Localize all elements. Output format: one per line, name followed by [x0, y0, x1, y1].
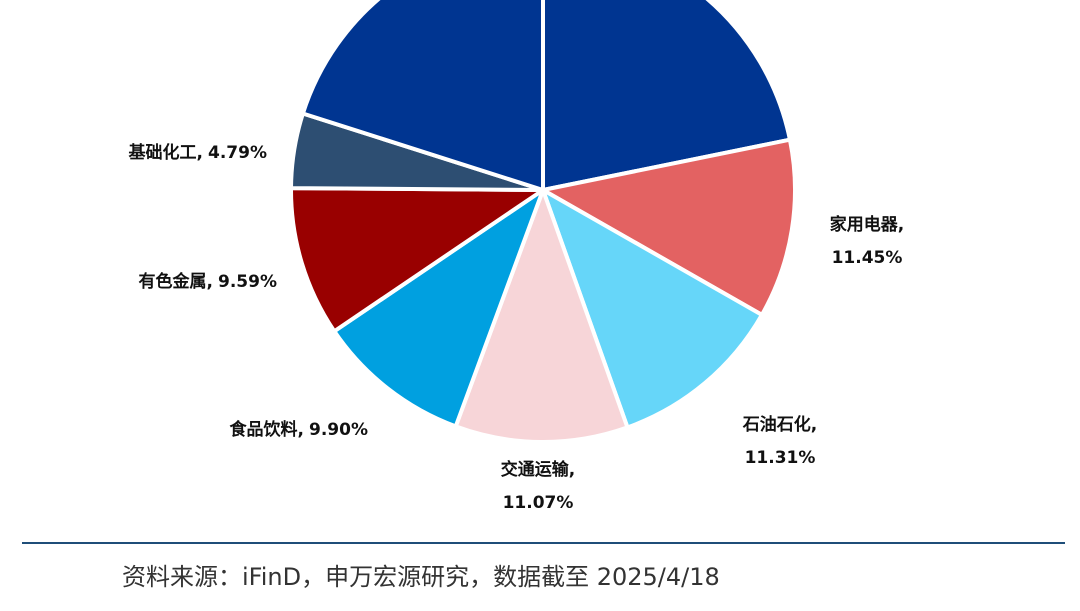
- slice-label-group: 有色金属, 9.59%: [139, 271, 277, 292]
- slice-value-label: 9.59%: [218, 272, 277, 292]
- slice-label: 交通运输,: [501, 459, 575, 480]
- pie: [289, 0, 797, 444]
- slice-label: 家用电器,: [830, 214, 904, 235]
- slice-value-label: 11.07%: [503, 493, 574, 513]
- slice-label-group: 食品饮料, 9.90%: [230, 419, 368, 440]
- slice-label: 有色金属,: [139, 271, 213, 292]
- pie-slice: [332, 188, 545, 429]
- pie-slice: [541, 0, 792, 192]
- slice-label: 基础化工,: [128, 142, 203, 163]
- pie-slice: [541, 137, 797, 317]
- pie-slice: [453, 188, 630, 444]
- slice-label-group: 基础化工, 4.79%: [128, 142, 267, 163]
- pie-slice: [541, 188, 764, 430]
- source-note: 资料来源：iFinD，申万宏源研究，数据截至 2025/4/18: [122, 563, 720, 591]
- slice-label: 石油石化,: [742, 414, 817, 435]
- slice-value-label: 11.45%: [832, 248, 903, 268]
- slice-label: 食品饮料,: [230, 419, 304, 440]
- pie-slice: [300, 0, 545, 192]
- slice-value-label: 11.31%: [745, 448, 816, 468]
- pie-slice: [289, 186, 545, 334]
- slice-value-label: 4.79%: [208, 143, 267, 163]
- slice-value-label: 9.90%: [309, 420, 368, 440]
